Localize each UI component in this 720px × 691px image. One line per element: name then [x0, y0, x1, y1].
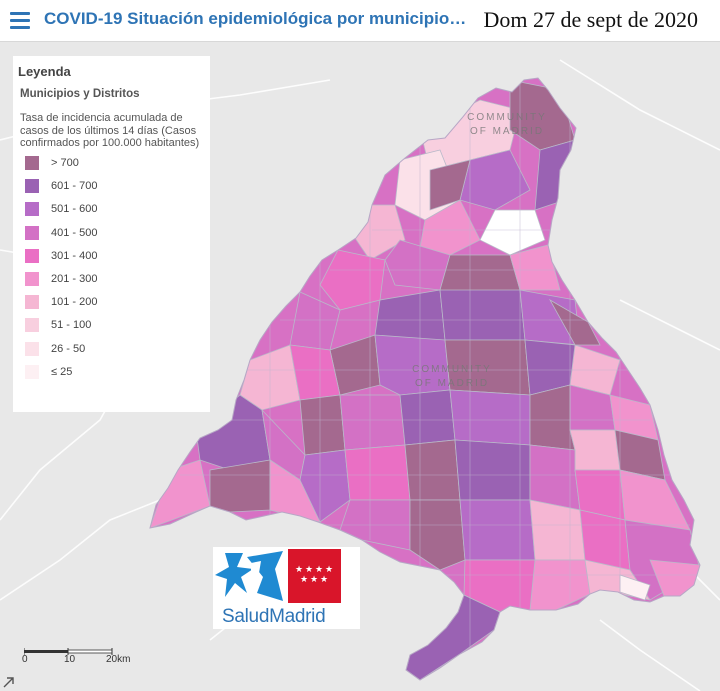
legend-item: 501 - 600	[25, 198, 204, 221]
region-label-center-line2: OF MADRID	[415, 378, 489, 389]
legend-swatch	[25, 202, 39, 217]
madrid-flag-icon: ★ ★ ★ ★ ★ ★ ★	[288, 549, 341, 603]
legend-item: 51 - 100	[25, 314, 204, 337]
legend-swatch	[25, 248, 39, 263]
legend-swatch	[25, 156, 39, 171]
star-figure-icon	[215, 551, 283, 601]
salud-madrid-logo: ★ ★ ★ ★ ★ ★ ★ SaludMadrid	[213, 547, 360, 629]
legend-item-label: ≤ 25	[51, 365, 73, 378]
scale-bar-graphic	[23, 648, 113, 655]
legend-item: 601 - 700	[25, 175, 204, 198]
region-label-north-line1: COMMUNITY	[467, 112, 547, 123]
logo-text: SaludMadrid	[222, 606, 326, 627]
legend-item-label: 26 - 50	[51, 342, 86, 355]
legend-swatch	[25, 179, 39, 194]
svg-text:★: ★	[305, 565, 313, 575]
hamburger-menu-icon[interactable]	[10, 12, 30, 30]
scale-label-0: 0	[22, 654, 28, 665]
legend-item-label: 51 - 100	[51, 319, 92, 332]
scale-label-10: 10	[64, 654, 76, 665]
legend-item: 26 - 50	[25, 337, 204, 360]
region-label-center: COMMUNITY OF MADRID	[412, 364, 492, 389]
legend-item: > 700	[25, 152, 204, 175]
legend-title: Leyenda	[18, 64, 71, 79]
legend-swatch	[25, 341, 39, 356]
legend-swatch	[25, 225, 39, 240]
legend-item-label: > 700	[51, 157, 79, 170]
svg-text:★: ★	[300, 575, 308, 585]
legend-class-list: > 700 601 - 700 501 - 600 401 - 500 301 …	[19, 152, 204, 384]
region-label-center-line1: COMMUNITY	[412, 364, 492, 375]
expand-arrow-icon[interactable]	[2, 676, 15, 689]
date-label: Dom 27 de sept de 2020	[483, 7, 698, 32]
app-title: COVID-19 Situación epidemiológica por mu…	[44, 9, 467, 28]
svg-text:★: ★	[315, 565, 323, 575]
svg-text:★: ★	[325, 565, 333, 575]
region-label-north-line2: OF MADRID	[470, 126, 544, 137]
legend-item: 401 - 500	[25, 221, 204, 244]
legend-item-label: 601 - 700	[51, 180, 98, 193]
legend-swatch	[25, 364, 39, 379]
legend-item-label: 101 - 200	[51, 296, 98, 309]
legend-item-label: 201 - 300	[51, 273, 98, 286]
map-legend: Leyenda Municipios y Distritos Tasa de i…	[13, 56, 210, 412]
legend-swatch	[25, 318, 39, 333]
legend-description: Tasa de incidencia acumulada de casos de…	[20, 112, 200, 149]
legend-swatch	[25, 295, 39, 310]
app-header: COVID-19 Situación epidemiológica por mu…	[0, 0, 720, 42]
legend-layer-name: Municipios y Distritos	[20, 88, 140, 100]
madrid-outline	[149, 77, 701, 681]
legend-item: 301 - 400	[25, 244, 204, 267]
legend-item: 101 - 200	[25, 291, 204, 314]
legend-item-label: 501 - 600	[51, 203, 98, 216]
salud-madrid-emblem: ★ ★ ★ ★ ★ ★ ★	[215, 549, 341, 603]
scale-label-20: 20km	[106, 654, 131, 665]
legend-item: 201 - 300	[25, 267, 204, 290]
svg-text:★: ★	[310, 575, 318, 585]
legend-swatch	[25, 272, 39, 287]
legend-item-label: 401 - 500	[51, 226, 98, 239]
svg-text:★: ★	[295, 565, 303, 575]
scale-bar: 0 10 20km	[22, 645, 130, 665]
legend-item-label: 301 - 400	[51, 249, 98, 262]
legend-item: ≤ 25	[25, 360, 204, 383]
svg-text:★: ★	[320, 575, 328, 585]
region-label-north: COMMUNITY OF MADRID	[467, 112, 547, 137]
